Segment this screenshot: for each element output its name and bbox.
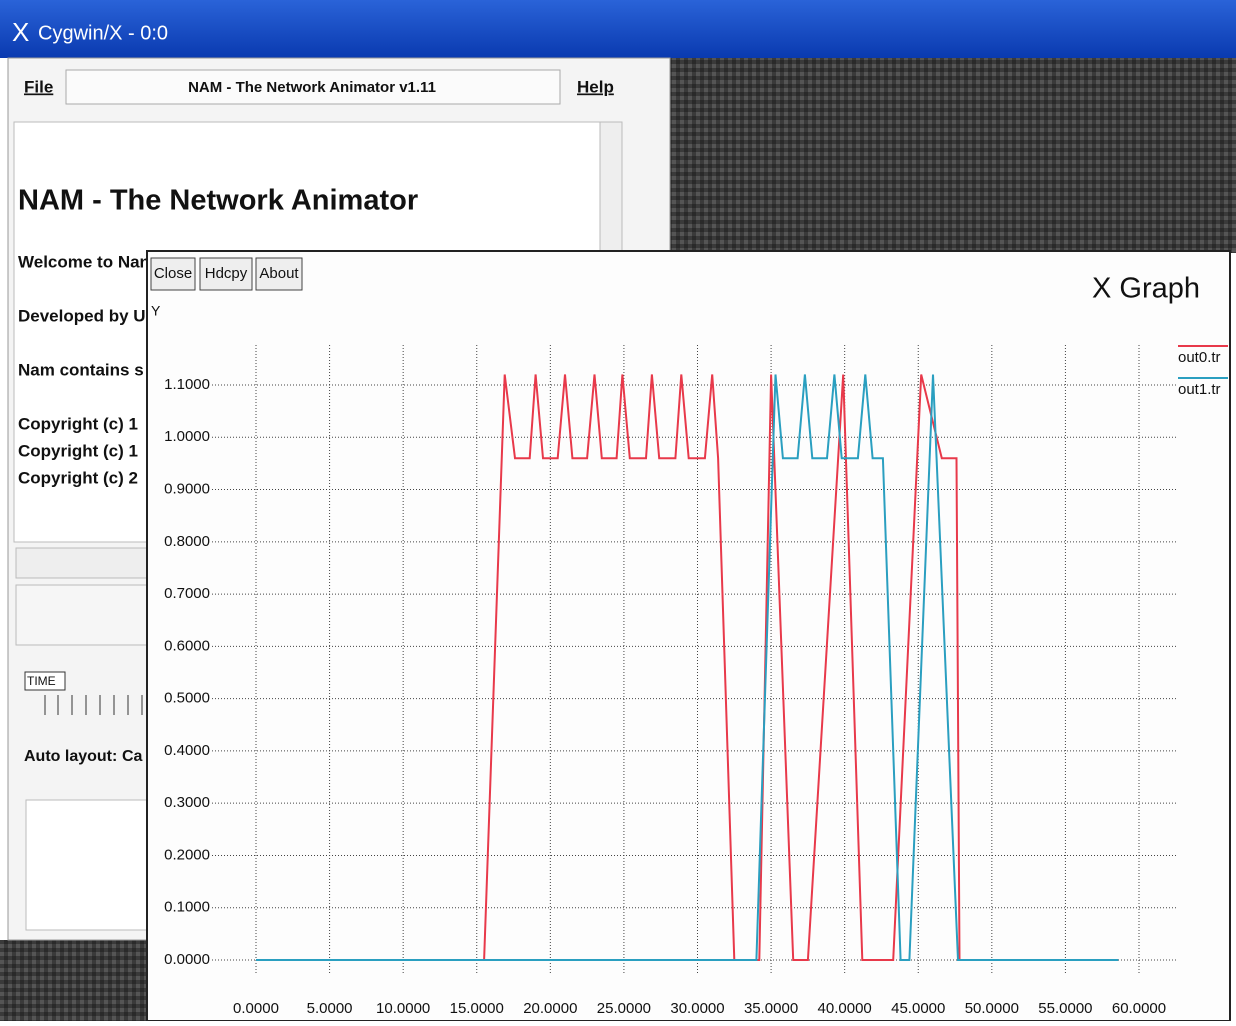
y-tick-label: 0.8000: [164, 533, 210, 550]
nam-title: NAM - The Network Animator v1.11: [188, 79, 436, 96]
auto-layout-label: Auto layout:: [24, 748, 117, 765]
x-tick-label: 55.0000: [1038, 1000, 1092, 1017]
desktop-background: [0, 940, 150, 1021]
menu-file[interactable]: File: [24, 77, 53, 96]
page: X Cygwin/X - 0:0 File NAM - The Network …: [0, 0, 1236, 1021]
x-tick-label: 60.0000: [1112, 1000, 1166, 1017]
x-tick-label: 0.0000: [233, 1000, 279, 1017]
legend-label: out0.tr: [1178, 349, 1221, 366]
title-bar: [0, 0, 1236, 58]
scrollbar[interactable]: [600, 122, 622, 252]
x-tick-label: 5.0000: [307, 1000, 353, 1017]
nam-text-line: Copyright (c) 1: [18, 441, 138, 460]
y-tick-label: 1.1000: [164, 376, 210, 393]
chart-title: X Graph: [1092, 273, 1200, 305]
auto-layout-value: Ca: [122, 748, 143, 765]
x-tick-label: 30.0000: [670, 1000, 724, 1017]
nam-text-line: Nam contains s: [18, 360, 144, 379]
menu-help[interactable]: Help: [577, 77, 614, 96]
nam-text-line: Developed by U: [18, 306, 146, 325]
x-tick-label: 35.0000: [744, 1000, 798, 1017]
y-tick-label: 0.4000: [164, 742, 210, 759]
x-logo: X: [12, 17, 29, 47]
xgraph-window: [147, 251, 1230, 1021]
y-tick-label: 0.6000: [164, 637, 210, 654]
nam-text-line: Copyright (c) 1: [18, 414, 138, 433]
window-title: Cygwin/X - 0:0: [38, 22, 168, 44]
y-tick-label: 0.2000: [164, 846, 210, 863]
y-tick-label: 0.1000: [164, 899, 210, 916]
y-tick-label: 0.7000: [164, 585, 210, 602]
x-tick-label: 15.0000: [450, 1000, 504, 1017]
y-axis-label: Y: [151, 303, 161, 319]
panel: [16, 548, 156, 578]
nam-heading: NAM - The Network Animator: [18, 185, 418, 217]
y-tick-label: 1.0000: [164, 428, 210, 445]
x-tick-label: 10.0000: [376, 1000, 430, 1017]
desktop-background: [670, 58, 1236, 253]
y-tick-label: 0.3000: [164, 794, 210, 811]
y-tick-label: 0.5000: [164, 690, 210, 707]
y-tick-label: 0.0000: [164, 951, 210, 968]
x-tick-label: 45.0000: [891, 1000, 945, 1017]
screen: X Cygwin/X - 0:0 File NAM - The Network …: [0, 0, 1236, 1021]
y-tick-label: 0.9000: [164, 481, 210, 498]
time-label: TIME: [27, 674, 56, 688]
x-tick-label: 20.0000: [523, 1000, 577, 1017]
x-tick-label: 50.0000: [965, 1000, 1019, 1017]
nam-text-line: Welcome to Nan: [18, 252, 150, 271]
x-tick-label: 25.0000: [597, 1000, 651, 1017]
nam-text-line: Copyright (c) 2: [18, 468, 138, 487]
x-tick-label: 40.0000: [818, 1000, 872, 1017]
button-label[interactable]: Close: [154, 265, 192, 282]
button-label[interactable]: Hdcpy: [205, 265, 248, 282]
legend-label: out1.tr: [1178, 381, 1221, 398]
panel: [16, 585, 156, 645]
panel: [26, 800, 156, 930]
button-label[interactable]: About: [259, 265, 299, 282]
